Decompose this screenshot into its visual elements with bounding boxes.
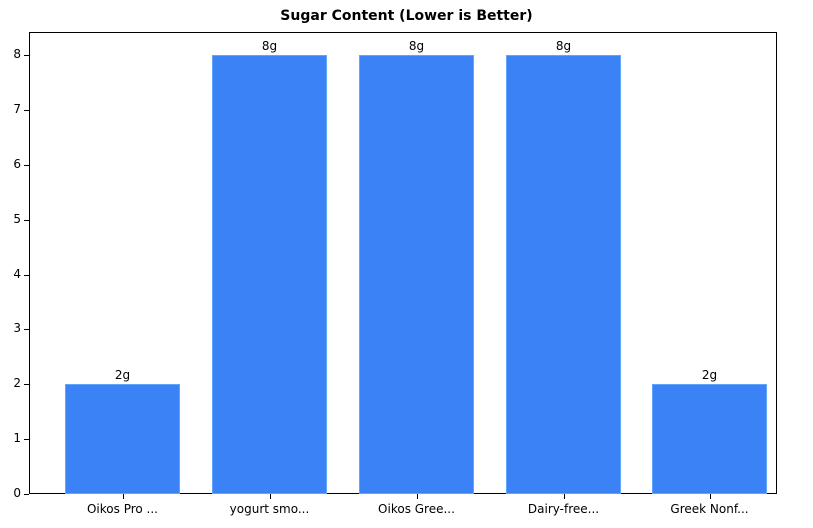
y-tick-label: 0 [13, 486, 21, 500]
y-tick [24, 494, 29, 495]
y-tick-label: 3 [13, 321, 21, 336]
bar-value-label: 8g [555, 39, 572, 53]
y-tick-label: 2 [13, 376, 21, 391]
y-tick-label: 7 [13, 101, 21, 116]
y-tick [24, 165, 29, 166]
x-tick [564, 494, 565, 499]
bar [506, 55, 621, 494]
x-tick-label: yogurt smo... [229, 502, 310, 516]
bar-value-label: 8g [261, 39, 278, 53]
x-tick-label: Oikos Pro ... [86, 502, 158, 516]
x-tick [123, 494, 124, 499]
bar [65, 384, 180, 494]
bar [652, 384, 767, 494]
chart-title: Sugar Content (Lower is Better) [280, 8, 533, 24]
y-tick [24, 439, 29, 440]
y-tick-label: 8 [13, 47, 21, 61]
y-tick [24, 110, 29, 111]
y-tick [24, 384, 29, 385]
x-tick-label: Oikos Gree... [378, 502, 455, 516]
bar [359, 55, 474, 494]
y-tick-label: 6 [13, 156, 21, 171]
bar-value-label: 2g [114, 368, 131, 383]
x-tick [710, 494, 711, 499]
y-tick [24, 275, 29, 276]
y-tick-label: 1 [13, 431, 21, 446]
bar-value-label: 8g [408, 39, 425, 53]
y-tick [24, 329, 29, 330]
bar [212, 55, 327, 494]
x-tick [417, 494, 418, 499]
x-tick-label: Greek Nonf... [670, 502, 749, 516]
bar-value-label: 2g [701, 368, 718, 383]
y-tick [24, 220, 29, 221]
y-tick-label: 4 [13, 266, 21, 281]
y-tick [24, 55, 29, 56]
y-tick-label: 5 [13, 211, 21, 226]
x-tick-label: Dairy-free... [527, 502, 600, 516]
x-tick [270, 494, 271, 499]
